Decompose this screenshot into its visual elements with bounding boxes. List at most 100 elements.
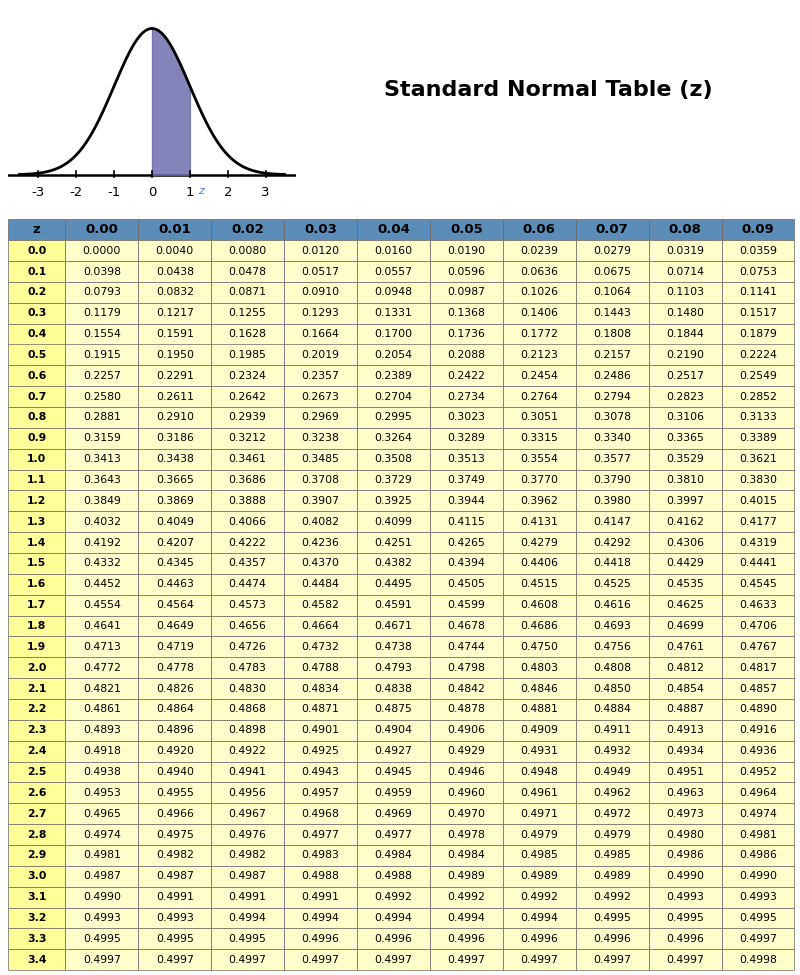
Text: 0.2852: 0.2852 [739, 392, 777, 402]
Text: 0.5: 0.5 [27, 350, 46, 360]
Bar [722, 428, 794, 448]
Bar [138, 219, 211, 240]
Text: 0.4997: 0.4997 [156, 955, 194, 964]
Bar [430, 699, 503, 720]
Text: 0.4756: 0.4756 [594, 642, 631, 652]
Bar [357, 448, 430, 470]
Text: 0.4842: 0.4842 [447, 683, 486, 693]
Bar [357, 720, 430, 741]
Bar [8, 470, 66, 490]
Text: 0.4987: 0.4987 [156, 872, 194, 881]
Bar [8, 950, 66, 970]
Text: 0.4901: 0.4901 [302, 725, 339, 735]
Text: 0.2580: 0.2580 [83, 392, 121, 402]
Bar [722, 261, 794, 282]
Text: 0.3790: 0.3790 [593, 475, 631, 485]
Bar [576, 637, 649, 657]
Text: 0.3810: 0.3810 [666, 475, 704, 485]
Text: 0.4996: 0.4996 [666, 934, 704, 944]
Bar [8, 782, 66, 803]
Bar [722, 866, 794, 886]
Bar [66, 761, 138, 782]
Bar [8, 574, 66, 595]
Bar [722, 928, 794, 950]
Bar [8, 657, 66, 679]
Bar [284, 408, 357, 428]
Bar [430, 303, 503, 324]
Bar [211, 490, 284, 511]
Bar [138, 324, 211, 344]
Text: 0.1: 0.1 [27, 266, 46, 277]
Bar [649, 344, 722, 366]
Text: 0.1517: 0.1517 [739, 308, 777, 318]
Bar [576, 428, 649, 448]
Bar [211, 679, 284, 699]
Bar [66, 782, 138, 803]
Bar [430, 866, 503, 886]
Bar [211, 511, 284, 532]
Bar [66, 344, 138, 366]
Bar [8, 866, 66, 886]
Text: 0.00: 0.00 [86, 223, 118, 236]
Bar [430, 574, 503, 595]
Bar [284, 595, 357, 615]
Bar [211, 261, 284, 282]
Text: 0.4783: 0.4783 [229, 663, 266, 673]
Text: 0.4608: 0.4608 [520, 601, 558, 610]
Bar [503, 928, 576, 950]
Text: 0.4222: 0.4222 [229, 537, 266, 548]
Text: 0.4834: 0.4834 [302, 683, 339, 693]
Bar [211, 908, 284, 928]
Bar [357, 532, 430, 553]
Bar [66, 240, 138, 261]
Text: 0.4898: 0.4898 [229, 725, 266, 735]
Text: 0: 0 [148, 186, 156, 199]
Text: 0.4986: 0.4986 [666, 850, 704, 860]
Bar [576, 532, 649, 553]
Text: 3.0: 3.0 [27, 872, 46, 881]
Bar [503, 741, 576, 761]
Bar [284, 845, 357, 866]
Text: 0.2673: 0.2673 [302, 392, 339, 402]
Bar [503, 553, 576, 574]
Bar [138, 448, 211, 470]
Bar [357, 615, 430, 637]
Text: 0.3869: 0.3869 [156, 496, 194, 506]
Text: 0.0478: 0.0478 [229, 266, 266, 277]
Text: 0.4616: 0.4616 [594, 601, 631, 610]
Text: 0.4948: 0.4948 [520, 767, 558, 777]
Bar [576, 511, 649, 532]
Bar [649, 679, 722, 699]
Text: 0.3365: 0.3365 [666, 433, 704, 444]
Bar [576, 344, 649, 366]
Text: 0.1664: 0.1664 [302, 330, 339, 339]
Bar [430, 386, 503, 408]
Bar [503, 219, 576, 240]
Bar [138, 845, 211, 866]
Bar [576, 595, 649, 615]
Text: 0.4990: 0.4990 [666, 872, 704, 881]
Text: 0.4982: 0.4982 [156, 850, 194, 860]
Bar [138, 950, 211, 970]
Text: 1: 1 [186, 186, 194, 199]
Bar [722, 615, 794, 637]
Bar [503, 386, 576, 408]
Text: 0.4463: 0.4463 [156, 579, 194, 589]
Text: 0.4972: 0.4972 [594, 808, 631, 819]
Bar [649, 366, 722, 386]
Bar [211, 428, 284, 448]
Bar [649, 470, 722, 490]
Bar [649, 657, 722, 679]
Text: 0.0398: 0.0398 [83, 266, 121, 277]
Text: 0.3962: 0.3962 [520, 496, 558, 506]
Text: 0.4545: 0.4545 [739, 579, 777, 589]
Text: 0.4706: 0.4706 [739, 621, 777, 631]
Bar [576, 803, 649, 824]
Text: 2.9: 2.9 [27, 850, 46, 860]
Bar [503, 657, 576, 679]
Bar [211, 782, 284, 803]
Bar [357, 950, 430, 970]
Bar [8, 803, 66, 824]
Bar [8, 303, 66, 324]
Bar [722, 886, 794, 908]
